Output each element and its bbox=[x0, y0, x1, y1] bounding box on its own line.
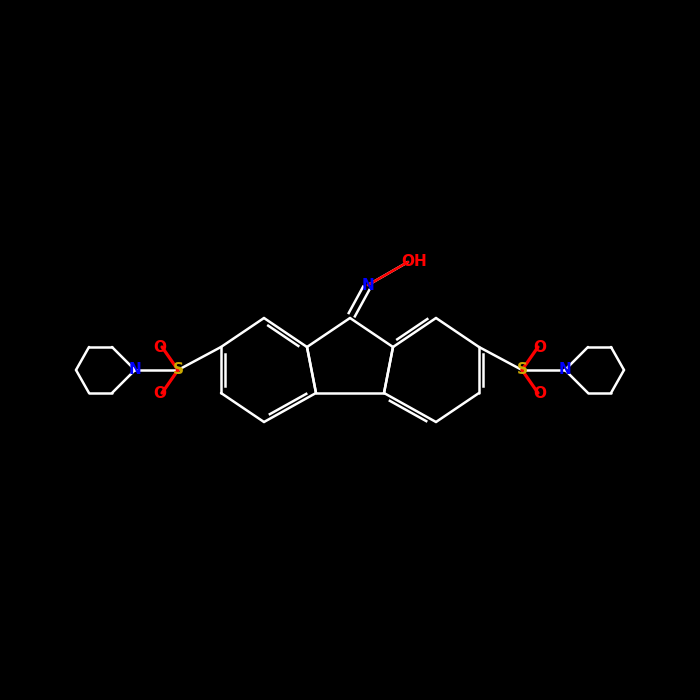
Text: O: O bbox=[533, 340, 547, 354]
Text: N: N bbox=[362, 277, 375, 293]
Text: S: S bbox=[517, 363, 528, 377]
Text: OH: OH bbox=[401, 255, 427, 270]
Text: N: N bbox=[129, 363, 141, 377]
Text: S: S bbox=[172, 363, 183, 377]
Text: O: O bbox=[153, 386, 167, 400]
Text: O: O bbox=[533, 386, 547, 400]
Text: O: O bbox=[153, 340, 167, 354]
Text: N: N bbox=[559, 363, 571, 377]
